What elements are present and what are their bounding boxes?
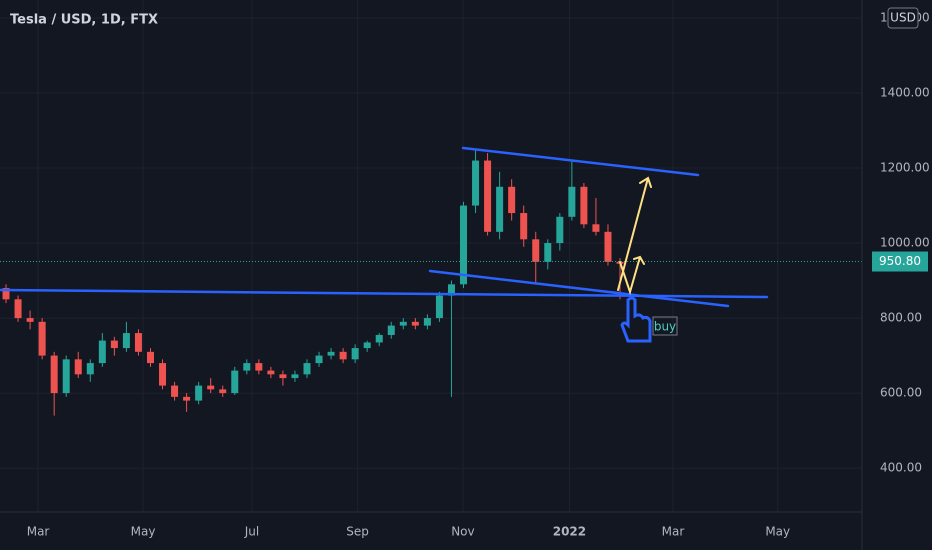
candle-body	[159, 363, 167, 386]
candle-body	[556, 216, 564, 244]
last-price-label: 950.80	[879, 254, 921, 268]
x-tick-label: Mar	[662, 525, 685, 539]
y-tick-label: 600.00	[880, 386, 922, 400]
candle-body	[399, 321, 407, 326]
candle-body	[14, 299, 22, 319]
last-price-box	[872, 251, 928, 272]
y-tick-label: 800.00	[880, 311, 922, 325]
candle-body	[62, 359, 70, 394]
candle-body	[219, 389, 227, 394]
candle-body	[267, 370, 275, 375]
x-tick-label: Sep	[346, 525, 369, 539]
candle-body	[171, 385, 179, 397]
x-tick-label: May	[131, 525, 156, 539]
candle-body	[568, 186, 576, 217]
x-tick-label: Jul	[244, 525, 259, 539]
candle-body	[86, 363, 94, 375]
currency-label: USD	[890, 11, 916, 25]
candle-body	[243, 363, 251, 371]
y-tick-label: 400.00	[880, 461, 922, 475]
candle-body	[496, 186, 504, 232]
candle-body	[74, 359, 82, 375]
candle-body	[38, 321, 46, 356]
candle-body	[447, 284, 455, 296]
candle-body	[2, 288, 10, 300]
candle-body	[26, 318, 34, 322]
annotation-box	[652, 316, 678, 336]
price-axis: 1600.001400.001200.001000.00800.00600.00…	[861, 0, 932, 550]
candle-body	[592, 224, 600, 232]
grid	[0, 0, 862, 512]
x-tick-label: Mar	[27, 525, 50, 539]
x-tick-label: 2022	[553, 525, 586, 539]
candle-body	[195, 385, 203, 401]
y-tick-label: 1400.00	[880, 86, 930, 100]
candle-body	[472, 160, 480, 206]
candle-body	[291, 374, 299, 379]
candle-body	[315, 355, 323, 364]
candle-body	[387, 325, 395, 335]
candle-body	[50, 355, 58, 394]
currency-box	[887, 7, 919, 29]
candle-body	[411, 321, 419, 326]
candle-body	[98, 340, 106, 364]
candle-body	[279, 374, 287, 379]
candle-body	[460, 205, 468, 285]
candle-body	[339, 351, 347, 360]
candle-body	[231, 370, 239, 394]
trend-line	[428, 269, 730, 308]
axis-panel	[862, 0, 932, 550]
drawings: buy	[0, 146, 769, 343]
candle-body	[134, 333, 142, 352]
candle-body	[484, 160, 492, 232]
candle-body	[435, 295, 443, 319]
annotation: buy	[654, 320, 676, 334]
candle-body	[303, 363, 311, 375]
candle-body	[375, 334, 383, 343]
candle-body	[544, 243, 552, 262]
y-tick-label: 1000.00	[880, 236, 930, 250]
x-tick-label: May	[765, 525, 790, 539]
hand-icon	[620, 296, 652, 343]
candles	[0, 149, 862, 416]
candle-body	[580, 186, 588, 225]
candle-body	[183, 396, 191, 401]
x-tick-label: Nov	[451, 525, 474, 539]
trend-line	[461, 146, 700, 177]
candle-body	[363, 342, 371, 349]
candle-body	[532, 239, 540, 262]
y-tick-label: 1200.00	[880, 161, 930, 175]
candle-body	[110, 340, 118, 349]
candle-body	[520, 213, 528, 240]
candle-body	[122, 333, 130, 349]
candle-body	[327, 351, 335, 356]
candle-body	[508, 186, 516, 214]
candle-body	[351, 348, 359, 360]
candle-body	[146, 351, 154, 364]
candle-body	[207, 385, 215, 390]
candle-body	[255, 363, 263, 371]
candle-body	[423, 318, 431, 326]
arrow	[619, 255, 645, 296]
candle-body	[604, 231, 612, 262]
chart-title: Tesla / USD, 1D, FTX	[10, 13, 158, 28]
